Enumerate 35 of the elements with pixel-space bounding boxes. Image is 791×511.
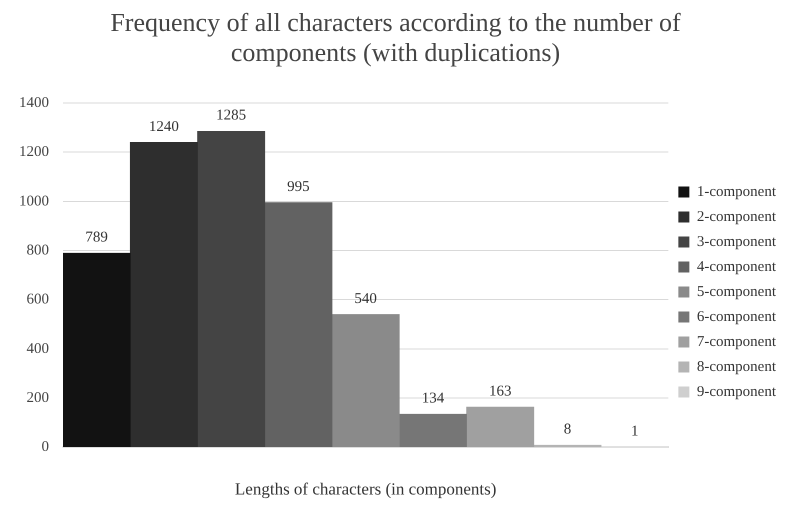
legend-label: 5-component bbox=[696, 284, 777, 300]
data-label: 1240 bbox=[148, 118, 179, 135]
bar bbox=[466, 406, 534, 448]
data-label: 789 bbox=[85, 230, 108, 246]
y-tick-label: 0 bbox=[42, 439, 49, 456]
bar bbox=[130, 142, 198, 448]
x-axis-title: Lengths of characters (in components) bbox=[234, 479, 496, 498]
y-tick-label: 200 bbox=[26, 390, 49, 406]
legend-label: 4-component bbox=[696, 258, 777, 275]
bar bbox=[332, 314, 400, 448]
y-tick-label: 400 bbox=[26, 340, 49, 357]
legend-label: 8-component bbox=[696, 358, 777, 375]
legend-label: 7-component bbox=[696, 334, 777, 350]
chart-title: Frequency of all characters according to the number of components (with duplications) bbox=[109, 7, 682, 69]
y-tick-label: 1400 bbox=[19, 94, 49, 111]
y-tick-label: 1200 bbox=[19, 144, 49, 160]
data-label: 134 bbox=[422, 390, 445, 407]
y-tick-label: 800 bbox=[26, 242, 49, 258]
bar bbox=[398, 414, 467, 448]
legend-label: 6-component bbox=[696, 308, 777, 325]
bar bbox=[264, 202, 332, 448]
data-label: 540 bbox=[354, 290, 377, 307]
data-label: 1285 bbox=[216, 108, 246, 124]
legend-label: 2-component bbox=[696, 208, 777, 225]
data-label: 1 bbox=[630, 423, 638, 440]
bar bbox=[197, 130, 266, 448]
data-label: 163 bbox=[488, 384, 512, 400]
legend-label: 3-component bbox=[696, 234, 777, 250]
data-label: 8 bbox=[564, 422, 572, 438]
legend-label: 9-component bbox=[696, 384, 777, 400]
data-label: 995 bbox=[287, 179, 310, 196]
y-tick-label: 600 bbox=[26, 292, 49, 308]
y-tick-label: 1000 bbox=[19, 193, 49, 210]
bar bbox=[63, 252, 131, 448]
legend-label: 1-component bbox=[696, 184, 777, 200]
